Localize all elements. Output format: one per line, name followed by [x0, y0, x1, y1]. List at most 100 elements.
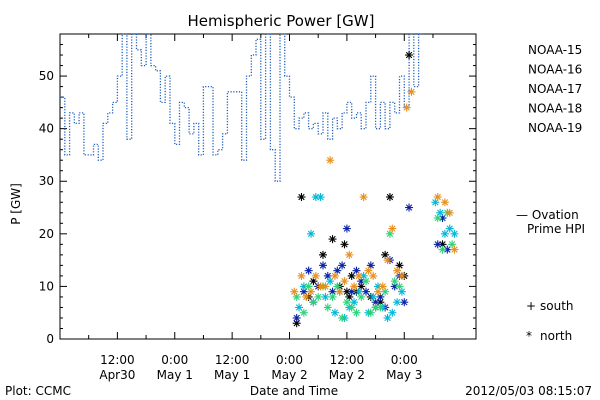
point-NOAA-19-11 [345, 250, 354, 259]
point-NOAA-18-13 [357, 292, 366, 301]
marker-legend-symbol-north: * [526, 329, 532, 343]
y-tick-label-20: 20 [39, 227, 54, 241]
legend-NOAA-16: NOAA-16 [528, 63, 582, 77]
point-NOAA-16-5 [318, 261, 327, 270]
point-NOAA-19-26 [440, 198, 449, 207]
point-NOAA-16-2 [304, 266, 313, 275]
point-NOAA-17-2 [307, 229, 316, 238]
point-NOAA-19-0 [290, 287, 299, 296]
point-NOAA-19-3 [307, 287, 316, 296]
point-NOAA-19-15 [364, 266, 373, 275]
point-NOAA-18-12 [352, 308, 361, 317]
plot-frame [59, 33, 477, 340]
point-NOAA-19-27 [445, 208, 454, 217]
point-NOAA-19-13 [354, 271, 363, 280]
point-NOAA-15-1 [297, 193, 306, 202]
x-tick-label-date-0: Apr30 [99, 368, 135, 382]
x-tick-label-time-5: 0:00 [391, 353, 418, 367]
point-NOAA-17-21 [397, 287, 406, 296]
point-NOAA-17-6 [326, 277, 335, 286]
point-NOAA-16-23 [405, 203, 414, 212]
point-NOAA-19-6 [321, 282, 330, 291]
marker-legend-label-north: north [540, 329, 572, 343]
point-NOAA-16-10 [342, 224, 351, 233]
point-NOAA-18-11 [347, 303, 356, 312]
y-tick-label-0: 0 [46, 332, 54, 346]
x-tick-label-date-2: May 1 [214, 368, 250, 382]
point-NOAA-16-9 [338, 261, 347, 270]
x-tick-label-date-4: May 2 [329, 368, 365, 382]
point-NOAA-17-23 [436, 208, 445, 217]
point-NOAA-19-17 [373, 287, 382, 296]
point-NOAA-17-26 [450, 229, 459, 238]
point-NOAA-19-9 [335, 287, 344, 296]
point-NOAA-15-17 [385, 193, 394, 202]
legend-NOAA-17: NOAA-17 [528, 82, 582, 96]
footer-right: 2012/05/03 08:15:07 [465, 384, 592, 398]
point-NOAA-18-10 [342, 298, 351, 307]
x-tick-label-time-2: 12:00 [215, 353, 250, 367]
legend-ovation-line2: Prime HPI [527, 222, 585, 236]
data-points [290, 51, 459, 328]
ovation-hpi-path [60, 33, 424, 182]
point-NOAA-19-19 [383, 256, 392, 265]
point-NOAA-18-7 [328, 292, 337, 301]
point-NOAA-16-24 [433, 240, 442, 249]
x-tick-label-date-3: May 2 [271, 368, 307, 382]
point-NOAA-19-10 [340, 277, 349, 286]
point-NOAA-19-18 [378, 282, 387, 291]
point-NOAA-16-0 [292, 313, 301, 322]
marker-legend-label-south: south [540, 299, 574, 313]
y-tick-label-30: 30 [39, 174, 54, 188]
point-NOAA-19-22 [397, 271, 406, 280]
point-NOAA-18-23 [438, 245, 447, 254]
x-tick-label-time-3: 0:00 [276, 353, 303, 367]
point-NOAA-17-19 [388, 308, 397, 317]
point-NOAA-16-22 [400, 298, 409, 307]
point-NOAA-19-25 [433, 193, 442, 202]
point-NOAA-18-3 [309, 298, 318, 307]
x-tick-label-time-4: 12:00 [330, 353, 365, 367]
x-axis-label: Date and Time [250, 384, 338, 398]
point-NOAA-17-15 [369, 292, 378, 301]
point-NOAA-18-14 [362, 277, 371, 286]
point-NOAA-19-7 [326, 156, 335, 165]
point-NOAA-16-14 [362, 287, 371, 296]
point-NOAA-19-24 [407, 87, 416, 96]
point-NOAA-17-7 [330, 308, 339, 317]
point-NOAA-17-4 [316, 193, 325, 202]
point-NOAA-18-21 [395, 282, 404, 291]
point-NOAA-19-4 [311, 271, 320, 280]
point-NOAA-19-2 [302, 292, 311, 301]
point-NOAA-15-7 [340, 240, 349, 249]
footer-left: Plot: CCMC [5, 384, 71, 398]
point-NOAA-15-4 [318, 250, 327, 259]
point-NOAA-19-1 [297, 271, 306, 280]
point-NOAA-19-20 [388, 224, 397, 233]
point-NOAA-18-15 [366, 308, 375, 317]
y-tick-label-10: 10 [39, 279, 54, 293]
y-axis-label: P [GW] [9, 183, 23, 225]
legend-NOAA-15: NOAA-15 [528, 43, 582, 57]
x-tick-label-time-0: 12:00 [100, 353, 135, 367]
point-NOAA-17-5 [321, 292, 330, 301]
marker-legend-symbol-south: + [526, 299, 536, 313]
point-NOAA-17-20 [393, 298, 402, 307]
point-NOAA-19-14 [359, 193, 368, 202]
point-NOAA-17-25 [445, 224, 454, 233]
legend-NOAA-18: NOAA-18 [528, 102, 582, 116]
y-tick-label-40: 40 [39, 122, 54, 136]
legend: NOAA-15 NOAA-16 NOAA-17 NOAA-18 NOAA-19 — Ova… [516, 43, 585, 343]
point-NOAA-19-12 [350, 282, 359, 291]
point-NOAA-19-28 [450, 245, 459, 254]
point-NOAA-19-8 [330, 271, 339, 280]
point-NOAA-15-5 [328, 235, 337, 244]
legend-NOAA-19: NOAA-19 [528, 121, 582, 135]
point-NOAA-18-4 [314, 292, 323, 301]
point-NOAA-18-20 [390, 277, 399, 286]
point-NOAA-18-22 [433, 214, 442, 223]
y-axis: 0 10 20 30 40 50 [39, 33, 476, 346]
legend-ovation-line1: — Ovation [516, 208, 579, 222]
